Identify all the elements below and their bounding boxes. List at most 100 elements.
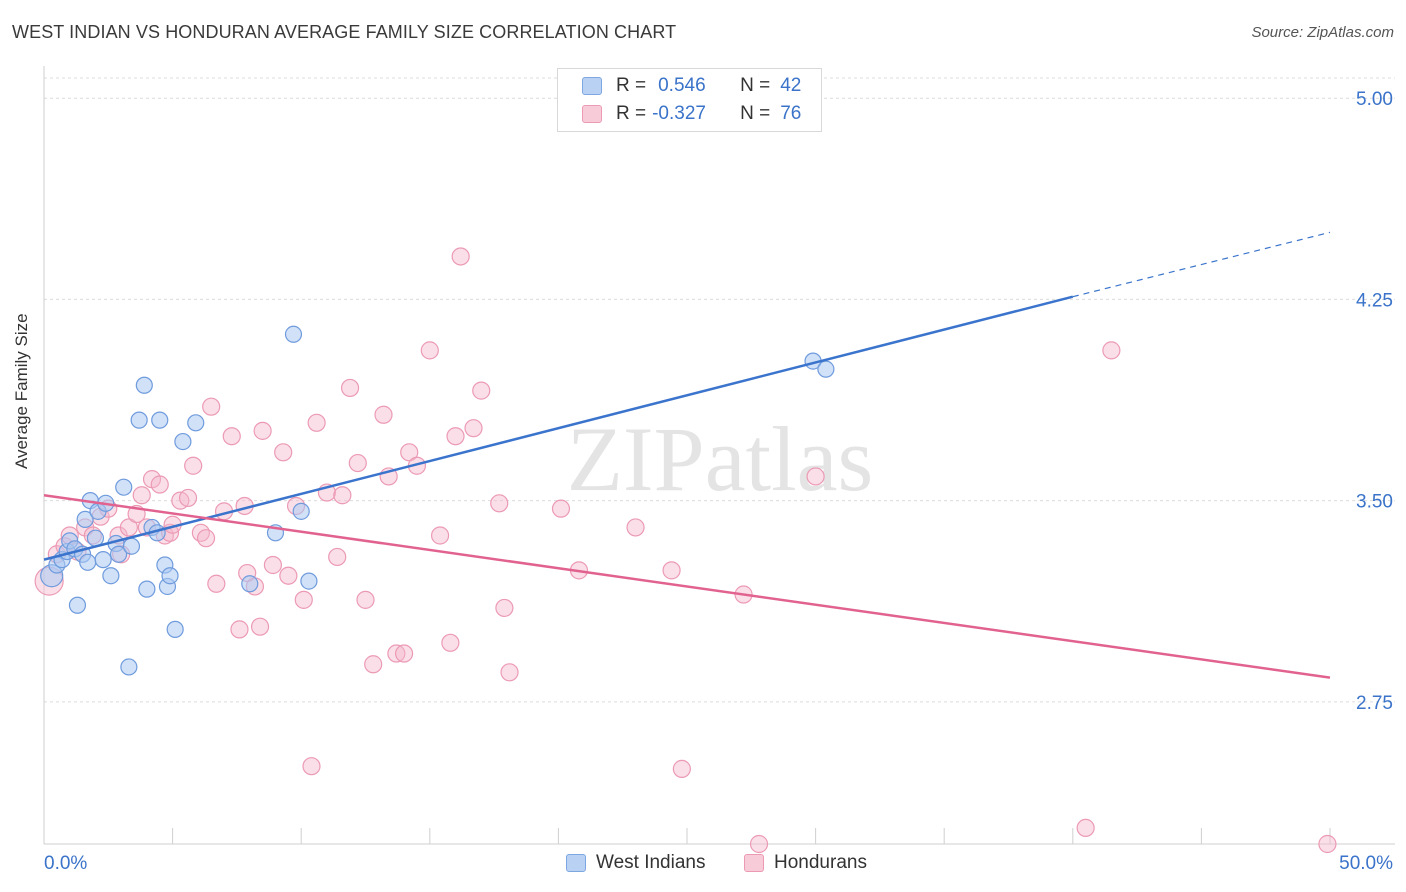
honduran-point [626,518,645,537]
west-indian-point [94,551,112,569]
legend-r-label: R = [616,75,647,96]
honduran-point [672,759,691,778]
honduran-point [263,555,283,575]
y-tick-label: 2.75 [1356,693,1393,714]
x-tick-label: 50.0% [1339,853,1393,874]
honduran-point [150,475,169,494]
legend-label-hondurans: Hondurans [774,852,867,873]
legend-swatch-pink [582,105,602,123]
y-tick-label: 3.50 [1356,492,1393,513]
honduran-point [500,663,519,682]
west-indian-point [68,596,87,614]
honduran-point [394,644,414,663]
west-indian-point [109,545,128,563]
honduran-point [202,397,221,416]
west-indian-point [166,620,184,638]
honduran-point [495,598,514,618]
honduran-point [348,453,367,473]
legend-r-label: R = [616,103,647,124]
honduran-point [178,488,198,508]
honduran-point [749,834,769,854]
honduran-point [340,378,360,398]
honduran-trend-line [43,494,1331,679]
legend-r-value: 0.546 [658,75,706,96]
x-tick-label: 0.0% [44,853,87,874]
west-indian-point [130,411,148,429]
west-indian-point [817,360,835,378]
legend-swatch-blue [582,77,602,95]
honduran-point [1318,834,1337,854]
legend-n-value: 76 [780,103,802,124]
honduran-point [356,590,375,609]
west-indian-point [292,502,310,520]
west-indian-point [122,537,141,555]
honduran-point [279,566,298,585]
honduran-point [132,486,151,505]
gridlines [44,77,1395,703]
honduran-point [400,443,419,462]
legend-label-west-indians: West Indians [596,852,706,873]
honduran-point [420,341,439,360]
west-indian-trend-extension [1072,231,1331,298]
honduran-point [196,529,216,548]
legend-item-hondurans: Hondurans [744,852,867,874]
west-indian-point [187,414,205,432]
west-indian-point [161,567,179,585]
honduran-point [441,633,460,652]
legend-swatch-blue [566,854,586,872]
legend-row-hondurans: R = -0.327 N = 76 [582,102,801,126]
honduran-point [307,413,326,432]
honduran-point [364,655,383,674]
legend-n-value: 42 [780,75,802,96]
series-legend: West Indians Hondurans [0,852,1406,878]
honduran-point [253,421,272,440]
west-indian-trend-line [43,295,1074,561]
legend-swatch-pink [744,854,764,872]
honduran-point [451,247,470,266]
honduran-point [1102,341,1121,360]
west-indian-point [241,575,259,593]
honduran-points [34,247,1337,854]
honduran-point [374,405,393,424]
legend-item-west-indians: West Indians [566,852,705,874]
west-indian-point [300,572,318,590]
honduran-point [250,617,270,636]
honduran-point [230,620,249,639]
honduran-point [207,574,226,593]
legend-n-label: N = [740,75,771,96]
honduran-point [430,526,450,545]
trend-lines [43,231,1331,679]
y-tick-label: 5.00 [1356,89,1393,110]
y-tick-label: 4.25 [1356,290,1393,311]
honduran-point [387,644,406,663]
west-indian-point [102,567,120,585]
y-tick-labels: 2.75 3.50 4.25 5.00 [1356,89,1393,714]
west-indian-point [115,478,133,496]
honduran-point [333,486,352,505]
correlation-legend: R = 0.546 N = 42 R = -0.327 N = 76 [557,68,822,132]
honduran-point [119,518,138,537]
west-indian-point [120,658,138,676]
west-indian-point [135,376,153,394]
honduran-point [222,427,241,446]
legend-row-west-indians: R = 0.546 N = 42 [582,74,801,98]
honduran-point [464,419,483,438]
honduran-point [490,494,509,513]
axes [43,66,1395,845]
west-indian-point [76,510,94,528]
west-indian-points [40,325,835,676]
source-label: Source: ZipAtlas.com [1251,24,1394,41]
honduran-point [294,590,313,609]
honduran-point [1076,818,1095,838]
honduran-point [274,443,293,462]
watermark: ZIPatlas [567,408,874,510]
honduran-point [806,467,825,486]
x-tick-labels: 0.0% 50.0% [44,853,1393,874]
west-indian-point [151,411,169,429]
chart-title: WEST INDIAN VS HONDURAN AVERAGE FAMILY S… [12,22,677,42]
west-indian-point [284,325,303,343]
honduran-point [328,547,347,567]
west-indian-point [79,553,97,571]
honduran-point [191,523,210,542]
